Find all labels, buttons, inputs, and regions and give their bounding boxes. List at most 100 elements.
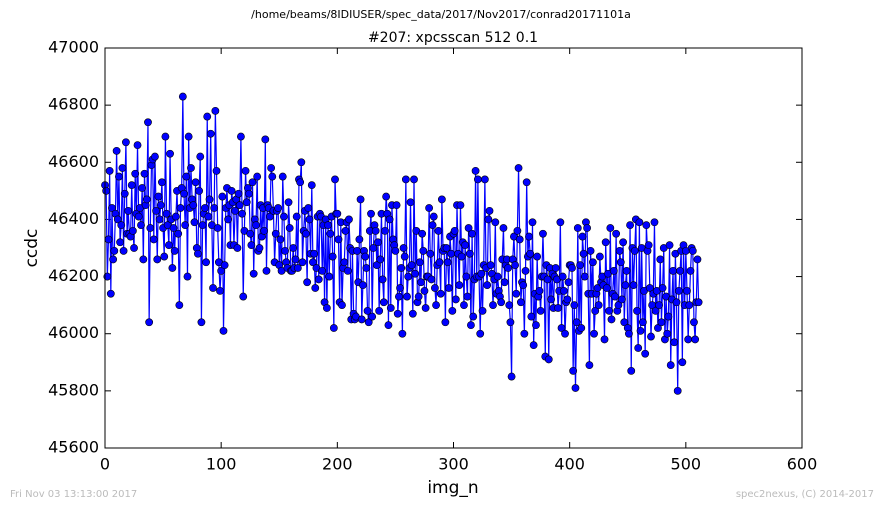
data-point: [160, 252, 169, 261]
data-point: [372, 261, 381, 270]
data-point: [683, 286, 691, 295]
data-point: [619, 238, 628, 247]
data-point: [414, 292, 423, 301]
data-point: [543, 275, 552, 284]
data-point: [532, 321, 540, 330]
data-point: [663, 329, 672, 338]
data-point: [164, 241, 173, 250]
data-point: [353, 246, 361, 255]
data-point: [654, 324, 662, 332]
data-point: [216, 286, 224, 295]
footer-left: Fri Nov 03 13:13:00 2017: [10, 489, 137, 500]
data-point: [307, 181, 316, 190]
data-point: [255, 244, 264, 252]
data-point: [246, 229, 255, 238]
data-point: [612, 229, 621, 238]
data-point: [152, 206, 161, 215]
data-point: [427, 275, 436, 284]
x-tick-label: 300: [438, 455, 469, 474]
data-point: [305, 215, 314, 224]
data-point: [362, 264, 371, 272]
data-point: [630, 246, 639, 255]
data-point: [647, 332, 655, 341]
data-point: [650, 218, 659, 227]
data-point: [618, 295, 626, 304]
data-point: [634, 344, 643, 352]
data-point: [274, 204, 282, 212]
data-point: [146, 224, 155, 232]
data-point: [428, 221, 437, 230]
data-point: [194, 249, 202, 258]
data-point: [154, 192, 163, 201]
data-point: [616, 258, 625, 267]
data-point: [611, 292, 619, 301]
data-point: [162, 209, 171, 218]
data-point: [506, 318, 515, 327]
data-point: [547, 295, 555, 304]
data-point: [105, 166, 114, 175]
data-point: [130, 244, 138, 252]
data-point: [666, 361, 675, 370]
data-point: [284, 198, 293, 207]
data-point: [110, 246, 119, 255]
x-tick-label: 0: [100, 455, 110, 474]
data-point: [170, 246, 179, 255]
data-point: [627, 366, 636, 375]
data-point: [493, 272, 502, 281]
data-point: [443, 258, 452, 267]
x-tick-label: 400: [554, 455, 585, 474]
data-point: [461, 241, 470, 250]
data-point: [363, 306, 372, 315]
data-point: [571, 384, 580, 392]
data-point: [586, 246, 595, 255]
data-point: [137, 221, 145, 230]
data-point: [578, 232, 587, 241]
data-point: [483, 281, 492, 290]
data-point: [504, 264, 512, 272]
data-point: [641, 349, 650, 358]
data-point: [629, 281, 638, 290]
data-point: [378, 275, 387, 284]
y-tick-label: 46600: [48, 152, 99, 171]
data-point: [469, 312, 478, 321]
data-point: [564, 278, 573, 287]
data-point: [379, 298, 388, 307]
data-point: [386, 304, 395, 312]
data-point: [213, 224, 222, 232]
data-point: [166, 149, 174, 158]
data-point: [217, 266, 226, 275]
data-point: [115, 172, 123, 181]
data-point: [209, 284, 217, 292]
data-point: [271, 229, 280, 238]
data-point: [149, 235, 158, 244]
data-point: [262, 266, 271, 275]
data-point: [181, 221, 190, 230]
data-point: [233, 244, 242, 252]
chart-title: #207: xpcsscan 512 0.1: [368, 30, 538, 46]
data-point: [117, 221, 126, 230]
data-point: [151, 152, 159, 161]
data-point: [601, 238, 610, 247]
x-tick-label: 600: [787, 455, 818, 474]
data-point: [104, 235, 113, 244]
data-point: [525, 232, 533, 241]
data-point: [400, 252, 409, 261]
data-point: [437, 195, 446, 204]
data-point: [211, 106, 220, 115]
data-point: [529, 341, 538, 350]
data-point: [276, 235, 285, 244]
data-point: [338, 301, 346, 310]
data-point: [234, 189, 243, 198]
data-point: [218, 192, 227, 201]
data-point: [392, 201, 401, 210]
data-point: [324, 221, 332, 230]
data-point: [197, 318, 206, 327]
data-point: [371, 226, 380, 235]
data-point: [204, 212, 213, 221]
data-point: [500, 278, 509, 287]
data-point: [237, 132, 245, 141]
data-point: [464, 224, 473, 232]
data-point: [318, 266, 327, 275]
data-point: [397, 264, 406, 272]
data-point: [384, 321, 393, 330]
